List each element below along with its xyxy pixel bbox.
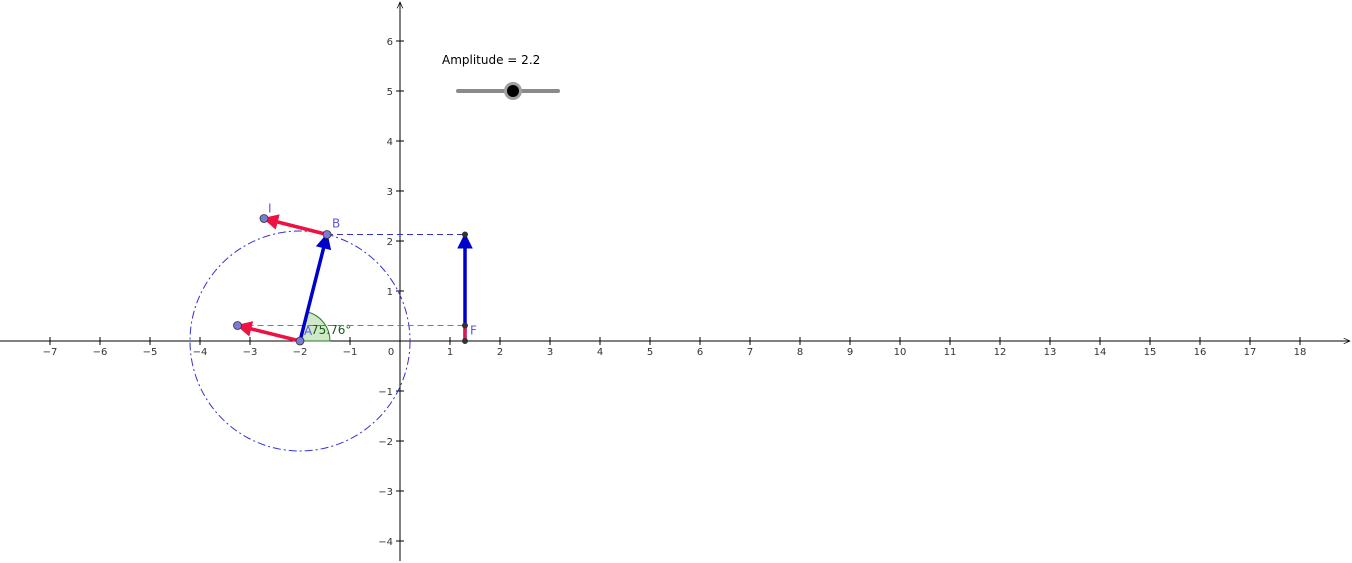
- x-tick-label: 4: [597, 347, 603, 358]
- point-b: [322, 230, 332, 239]
- y-tick-label: 5: [387, 87, 393, 98]
- y-tick-label: 2: [387, 237, 393, 248]
- x-tick-label: 13: [1044, 347, 1057, 358]
- x-tick-label: 5: [647, 347, 653, 358]
- x-tick-label: 8: [797, 347, 803, 358]
- y-tick-label: −2: [378, 437, 393, 448]
- point-proj-top: [461, 231, 468, 238]
- slider-knob[interactable]: [504, 82, 523, 100]
- point-i: [259, 214, 269, 223]
- construction: 75.76° B I A F: [189, 202, 477, 452]
- point-a: [295, 336, 305, 346]
- x-tick-label: 10: [894, 347, 907, 358]
- x-tick-label: −5: [143, 347, 158, 358]
- y-tick-label: 6: [387, 37, 393, 48]
- y-tick-label: −3: [378, 487, 393, 498]
- point-f: [461, 322, 468, 329]
- y-tick-label: −1: [378, 387, 393, 398]
- x-axis-ticks: −7 −6 −5 −4 −3 −2 −1 0 1 2 3 4 5 6 7 8 9 10 11 12 13 14 15 16 17…: [43, 337, 1307, 358]
- x-tick-label: 11: [944, 347, 957, 358]
- y-tick-label: −4: [378, 537, 393, 548]
- label-i: I: [268, 202, 272, 216]
- vector-amplitude: [298, 232, 332, 342]
- vector-velocity: [262, 214, 328, 237]
- x-tick-label: −7: [43, 347, 58, 358]
- angle-label: 75.76°: [311, 323, 351, 337]
- point-j: [233, 321, 242, 330]
- x-tick-label: −1: [343, 347, 358, 358]
- x-tick-label: 15: [1144, 347, 1157, 358]
- point-f-bottom: [461, 337, 468, 344]
- x-tick-label: 14: [1094, 347, 1107, 358]
- label-f: F: [470, 324, 477, 338]
- y-axis-ticks: −4 −3 −2 −1 1 2 3 4 5 6: [378, 37, 404, 548]
- label-a: A: [304, 324, 313, 338]
- x-tick-label: 6: [697, 347, 703, 358]
- x-tick-label: 17: [1244, 347, 1257, 358]
- x-tick-label: 1: [447, 347, 453, 358]
- x-tick-label: 12: [994, 347, 1007, 358]
- y-tick-label: 4: [387, 137, 393, 148]
- x-tick-label: −4: [193, 347, 208, 358]
- amplitude-circle: [189, 230, 411, 452]
- vector-velocity-origin: [235, 321, 301, 343]
- x-tick-label: −2: [293, 347, 308, 358]
- y-tick-label: 1: [387, 287, 393, 298]
- x-tick-label: 0: [388, 347, 394, 358]
- x-tick-label: −6: [93, 347, 108, 358]
- x-tick-label: 9: [847, 347, 853, 358]
- x-tick-label: 18: [1294, 347, 1307, 358]
- x-tick-label: 7: [747, 347, 753, 358]
- y-tick-label: 3: [387, 187, 393, 198]
- amplitude-slider[interactable]: [456, 82, 562, 100]
- amplitude-slider-caption: Amplitude = 2.2: [442, 53, 541, 67]
- x-tick-label: 16: [1194, 347, 1207, 358]
- label-b: B: [332, 217, 340, 231]
- x-tick-label: −3: [243, 347, 258, 358]
- x-tick-label: 2: [497, 347, 503, 358]
- x-tick-label: 3: [547, 347, 553, 358]
